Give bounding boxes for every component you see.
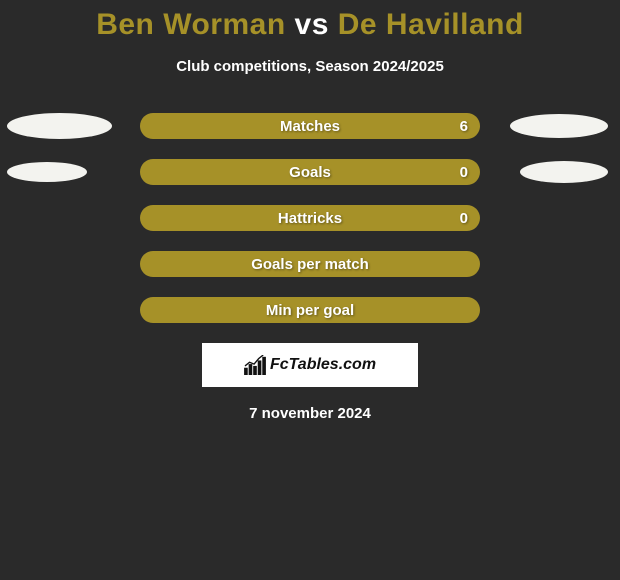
stat-label: Hattricks	[278, 210, 342, 227]
stat-rows: Matches 6 Goals 0 Hattricks 0 Goals per match M…	[0, 113, 620, 323]
stat-bar: Goals per match	[140, 251, 480, 277]
stat-row: Hattricks 0	[0, 205, 620, 231]
stat-value: 6	[460, 118, 468, 135]
stat-row: Goals 0	[0, 159, 620, 185]
stat-bar: Goals 0	[140, 159, 480, 185]
logo-text: FcTables.com	[270, 356, 376, 374]
stat-label: Matches	[280, 118, 340, 135]
stat-bar: Matches 6	[140, 113, 480, 139]
stat-row: Matches 6	[0, 113, 620, 139]
left-ellipse	[7, 162, 87, 182]
player2-name: De Havilland	[338, 8, 524, 41]
vs-separator: vs	[295, 8, 329, 41]
right-ellipse	[520, 161, 608, 183]
stat-row: Min per goal	[0, 297, 620, 323]
comparison-chart: Ben Worman vs De Havilland Club competit…	[0, 0, 620, 422]
stat-bar: Hattricks 0	[140, 205, 480, 231]
stat-row: Goals per match	[0, 251, 620, 277]
stat-label: Goals per match	[251, 256, 369, 273]
stat-bar: Min per goal	[140, 297, 480, 323]
source-logo: FcTables.com	[202, 343, 418, 387]
page-title: Ben Worman vs De Havilland	[0, 8, 620, 42]
subtitle: Club competitions, Season 2024/2025	[0, 58, 620, 75]
stat-label: Goals	[289, 164, 331, 181]
stat-value: 0	[460, 210, 468, 227]
snapshot-date: 7 november 2024	[0, 405, 620, 422]
stat-value: 0	[460, 164, 468, 181]
stat-label: Min per goal	[266, 302, 354, 319]
right-ellipse	[510, 114, 608, 138]
barchart-icon	[244, 355, 266, 375]
left-ellipse	[7, 113, 112, 139]
player1-name: Ben Worman	[96, 8, 285, 41]
